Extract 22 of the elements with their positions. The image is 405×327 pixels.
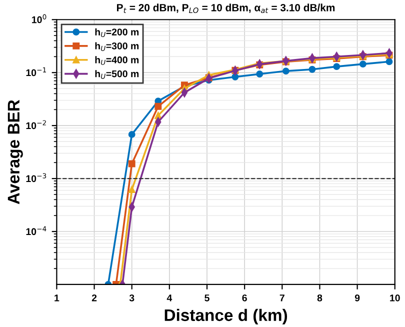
y-tick-label: 10$^{−1}$ [26, 67, 46, 76]
y-tick-label: 10$^{0}$ [32, 14, 46, 24]
x-axis-title: Distance d (km) [164, 308, 288, 324]
x-tick-label: 8 [317, 294, 322, 302]
x-tick-label: 4 [166, 294, 172, 302]
y-tick-label: 10$^{−3}$ [26, 173, 46, 182]
x-tick-label: 5 [204, 294, 210, 302]
y-tick-label: 10$^{−2}$ [26, 120, 46, 130]
x-tick-label: 1 [54, 294, 60, 302]
chart-title: P$_{t}$ = 20 dBm, P$_{LO}$ = 10 dBm, α$_{at}$ = 3.10 dB/km [117, 4, 335, 14]
x-tick-label: 10 [390, 294, 400, 302]
legend-label: h$_{U}$=400 m [95, 56, 139, 65]
x-tick-label: 3 [129, 294, 134, 302]
legend-label: h$_{U}$=200 m [95, 28, 139, 38]
legend-label: h$_{U}$=300 m [95, 42, 139, 51]
x-tick-label: 9 [354, 294, 360, 302]
legend-label: h$_{U}$=500 m [95, 70, 139, 79]
y-axis-title: Average BER [8, 100, 23, 204]
x-tick-label: 7 [280, 294, 284, 302]
x-tick-label: 2 [92, 294, 97, 302]
y-tick-label: 10$^{−4}$ [26, 226, 46, 236]
x-tick-label: 6 [242, 294, 247, 302]
